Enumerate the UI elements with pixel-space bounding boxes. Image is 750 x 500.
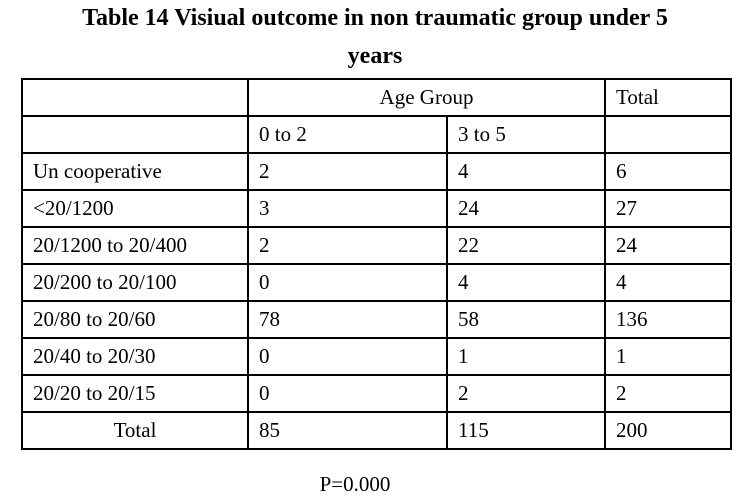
table-title-line-1: Table 14 Visiual outcome in non traumati… — [82, 5, 668, 31]
subheader-age-0-2: 0 to 2 — [247, 115, 448, 154]
table-total-row: Total 85 115 200 — [21, 411, 732, 450]
row-label: Un cooperative — [21, 152, 249, 191]
total-age-3-5: 115 — [446, 411, 606, 450]
cell-age-3-5: 2 — [446, 374, 606, 413]
cell-age-3-5: 58 — [446, 300, 606, 339]
cell-age-0-2: 0 — [247, 337, 448, 376]
row-label: 20/80 to 20/60 — [21, 300, 249, 339]
cell-age-0-2: 3 — [247, 189, 448, 228]
table-title-line-2: years — [347, 43, 403, 69]
cell-total: 1 — [604, 337, 732, 376]
table-row: 20/20 to 20/15 0 2 2 — [21, 374, 732, 413]
table-row: 20/40 to 20/30 0 1 1 — [21, 337, 732, 376]
total-row-label: Total — [21, 411, 249, 450]
cell-total: 2 — [604, 374, 732, 413]
cell-age-0-2: 2 — [247, 152, 448, 191]
row-label: 20/200 to 20/100 — [21, 263, 249, 302]
table-row: <20/1200 3 24 27 — [21, 189, 732, 228]
subheader-age-3-5: 3 to 5 — [446, 115, 606, 154]
header-age-group: Age Group — [247, 78, 606, 117]
cell-total: 136 — [604, 300, 732, 339]
cell-age-0-2: 0 — [247, 263, 448, 302]
visual-outcome-table: Age Group Total 0 to 2 3 to 5 Un coopera… — [21, 78, 732, 450]
cell-total: 6 — [604, 152, 732, 191]
cell-age-3-5: 4 — [446, 263, 606, 302]
cell-age-3-5: 1 — [446, 337, 606, 376]
total-overall: 200 — [604, 411, 732, 450]
cell-total: 24 — [604, 226, 732, 265]
row-label: 20/40 to 20/30 — [21, 337, 249, 376]
cell-age-0-2: 78 — [247, 300, 448, 339]
cell-total: 27 — [604, 189, 732, 228]
cell-age-3-5: 4 — [446, 152, 606, 191]
subheader-total-empty — [604, 115, 732, 154]
table-row: 20/80 to 20/60 78 58 136 — [21, 300, 732, 339]
table-header-row: Age Group Total — [21, 78, 732, 117]
table-row: 20/1200 to 20/400 2 22 24 — [21, 226, 732, 265]
row-label: 20/20 to 20/15 — [21, 374, 249, 413]
cell-total: 4 — [604, 263, 732, 302]
table-row: Un cooperative 2 4 6 — [21, 152, 732, 191]
header-corner-cell — [21, 78, 249, 117]
subheader-corner-cell — [21, 115, 249, 154]
header-total: Total — [604, 78, 732, 117]
cell-age-0-2: 0 — [247, 374, 448, 413]
table-subheader-row: 0 to 2 3 to 5 — [21, 115, 732, 154]
table-row: 20/200 to 20/100 0 4 4 — [21, 263, 732, 302]
row-label: 20/1200 to 20/400 — [21, 226, 249, 265]
cell-age-3-5: 22 — [446, 226, 606, 265]
p-value-note: P=0.000 — [319, 472, 391, 496]
cell-age-3-5: 24 — [446, 189, 606, 228]
row-label: <20/1200 — [21, 189, 249, 228]
total-age-0-2: 85 — [247, 411, 448, 450]
cell-age-0-2: 2 — [247, 226, 448, 265]
